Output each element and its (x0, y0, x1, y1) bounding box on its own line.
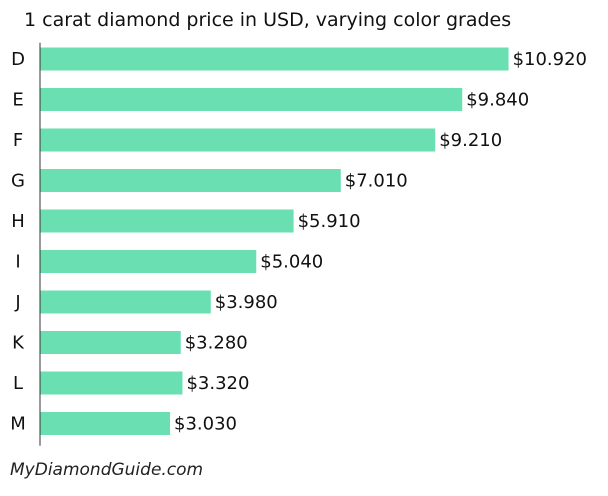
bar-f (40, 128, 436, 152)
bar-e (40, 88, 463, 111)
bar-j (40, 290, 211, 314)
bar-l (40, 371, 183, 395)
value-label-l: $3.320 (186, 373, 249, 394)
value-label-j: $3.980 (215, 292, 278, 313)
value-label-g: $7.010 (345, 171, 408, 192)
source-credit: MyDiamondGuide.com (10, 460, 203, 480)
value-label-k: $3.280 (185, 333, 248, 354)
bar-k (40, 331, 181, 354)
value-label-i: $5.040 (260, 252, 323, 273)
category-label-d: D (11, 49, 25, 70)
category-label-f: F (13, 130, 23, 151)
value-label-m: $3.030 (174, 414, 237, 435)
bar-h (40, 209, 294, 233)
category-label-i: I (15, 252, 20, 273)
bar-g (40, 169, 341, 192)
category-label-e: E (12, 90, 23, 111)
category-label-g: G (11, 171, 25, 192)
value-label-h: $5.910 (298, 211, 361, 232)
category-label-h: H (11, 211, 25, 232)
value-label-e: $9.840 (466, 90, 529, 111)
value-label-f: $9.210 (439, 130, 502, 151)
value-labels: $10.920 $9.840 $9.210 $7.010 $5.910 $5.040 $3.… (174, 49, 587, 435)
bar-d (40, 47, 509, 71)
value-label-d: $10.920 (513, 49, 587, 70)
bar-i (40, 250, 257, 273)
category-label-l: L (13, 373, 23, 394)
category-label-m: M (10, 414, 26, 435)
category-label-k: K (12, 333, 25, 354)
bars-layer (40, 47, 509, 435)
chart-title: 1 carat diamond price in USD, varying co… (24, 9, 511, 31)
category-label-j: J (14, 292, 20, 313)
bar-m (40, 412, 171, 435)
